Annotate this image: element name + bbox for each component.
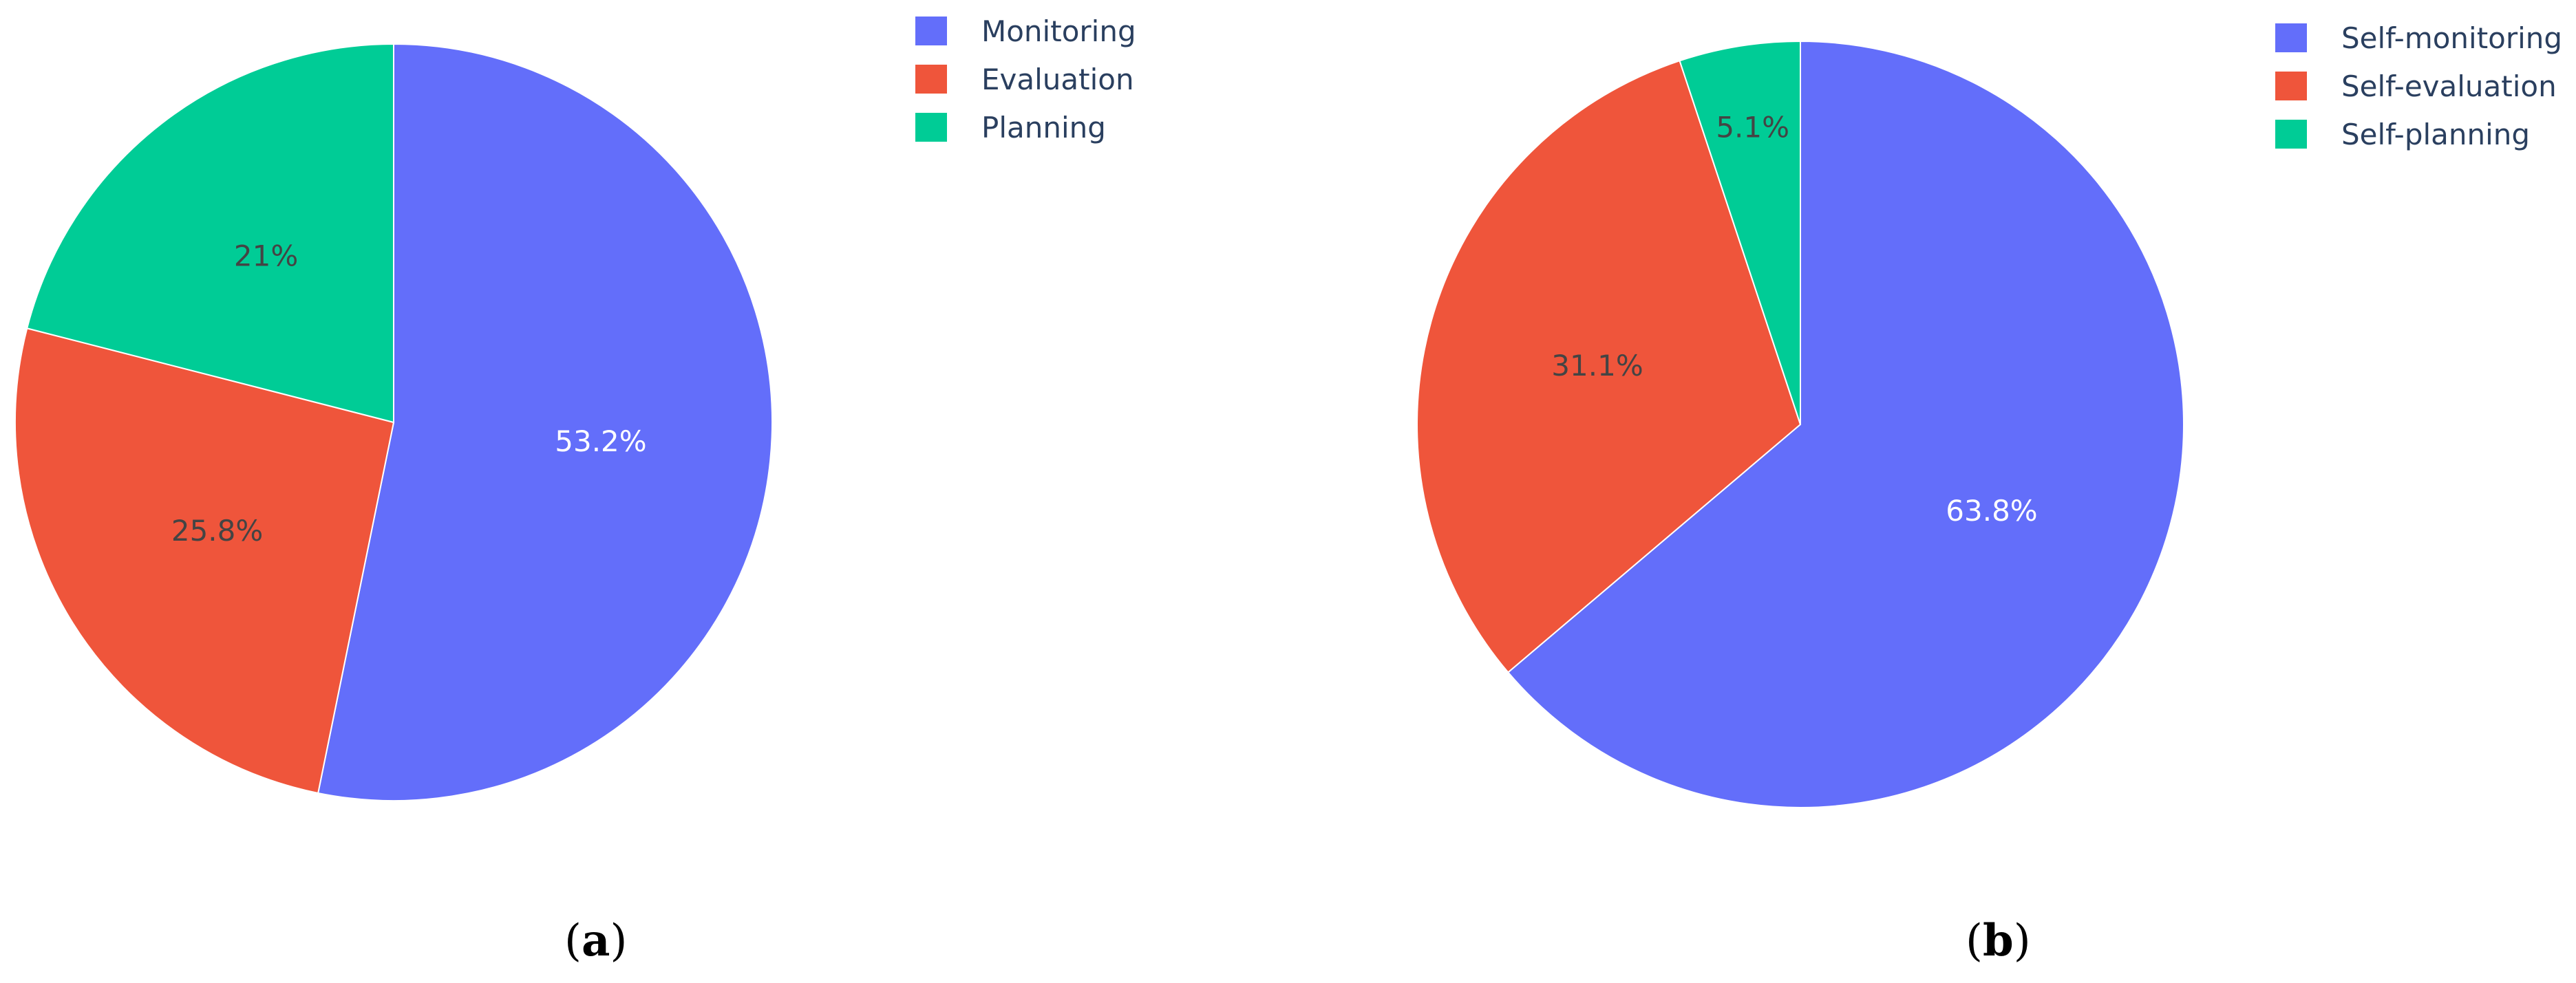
legend-item[interactable]: Evaluation bbox=[915, 55, 1136, 103]
legend-label: Monitoring bbox=[981, 14, 1136, 48]
legend-item[interactable]: Monitoring bbox=[915, 7, 1136, 55]
legend-label: Self-monitoring bbox=[2341, 21, 2563, 55]
pie-slice-planning bbox=[26, 43, 394, 424]
legend-item[interactable]: Self-monitoring bbox=[2275, 14, 2562, 62]
chart-panel-a: 53.2% 25.8% 21% Monitoring Evaluation Planni… bbox=[14, 7, 1136, 966]
slice-percent-label: 25.8% bbox=[171, 514, 263, 548]
legend-b: Self-monitoring Self-evaluation Self-plann… bbox=[2275, 14, 2562, 158]
pie-slice-evaluation bbox=[14, 327, 395, 795]
pie-slice-self-monitoring bbox=[1507, 40, 2184, 808]
chart-panel-b: 63.8% 31.1% 5.1% Self-monitoring Self-evalu… bbox=[1288, 0, 2576, 983]
slice-percent-label: 31.1% bbox=[1551, 349, 1643, 382]
legend-label: Evaluation bbox=[981, 62, 1134, 96]
legend-label: Self-planning bbox=[2341, 117, 2531, 151]
pie-chart-a: 53.2% 25.8% 21% bbox=[14, 43, 773, 801]
pie-chart-b: 63.8% 31.1% 5.1% bbox=[1416, 40, 2184, 808]
legend-swatch bbox=[2275, 120, 2307, 149]
slice-percent-label: 21% bbox=[234, 239, 298, 272]
legend-label: Planning bbox=[981, 110, 1106, 144]
legend-swatch bbox=[915, 113, 947, 142]
caption-b: (b) bbox=[1966, 915, 2031, 966]
caption-a: (a) bbox=[564, 915, 628, 966]
legend-label: Self-evaluation bbox=[2341, 69, 2557, 103]
slice-percent-label: 53.2% bbox=[555, 424, 646, 458]
legend-swatch bbox=[2275, 72, 2307, 100]
slice-percent-label: 5.1% bbox=[1716, 111, 1789, 144]
legend-swatch bbox=[915, 65, 947, 94]
legend-swatch bbox=[2275, 23, 2307, 52]
pie-slice-self-evaluation bbox=[1416, 60, 1802, 673]
slice-percent-label: 63.8% bbox=[1946, 494, 2037, 528]
legend-swatch bbox=[915, 17, 947, 45]
legend-item[interactable]: Planning bbox=[915, 103, 1136, 151]
legend-item[interactable]: Self-planning bbox=[2275, 110, 2562, 158]
pie-slice-monitoring bbox=[317, 43, 773, 801]
legend-item[interactable]: Self-evaluation bbox=[2275, 62, 2562, 110]
pie-slice-self-planning bbox=[1679, 40, 1801, 425]
legend-a: Monitoring Evaluation Planning bbox=[915, 7, 1136, 151]
